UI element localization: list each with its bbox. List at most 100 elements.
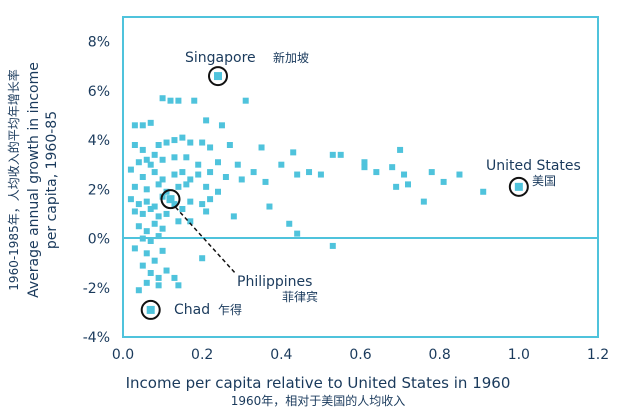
data-point (187, 198, 194, 205)
data-point (171, 154, 178, 161)
x-tick-label: 0.0 (112, 347, 134, 363)
data-point (151, 257, 158, 264)
data-point (175, 218, 182, 225)
data-point (159, 176, 166, 183)
data-point (147, 161, 154, 168)
data-point (440, 178, 447, 185)
highlighted-point (514, 182, 523, 191)
data-point (139, 235, 146, 242)
data-point (139, 210, 146, 217)
data-point (147, 119, 154, 126)
data-point (306, 169, 313, 176)
highlight-circle (160, 189, 181, 210)
x-axis-title-cn: 1960年，相对于美国的人均收入 (231, 393, 406, 408)
data-point (143, 250, 150, 257)
data-point (329, 242, 336, 249)
annotation-label-cn: 菲律宾 (282, 289, 318, 304)
data-point (207, 144, 214, 151)
data-point (131, 183, 138, 190)
data-point (163, 267, 170, 274)
data-point (361, 164, 368, 171)
data-point (199, 139, 206, 146)
data-point (266, 203, 273, 210)
highlighted-point (146, 305, 155, 314)
data-point (183, 181, 190, 188)
data-point (131, 245, 138, 252)
data-point (127, 166, 134, 173)
data-point (278, 161, 285, 168)
data-point (203, 183, 210, 190)
data-point (139, 146, 146, 153)
annotation-label-cn: 美国 (532, 174, 556, 188)
x-tick-label: 0.8 (429, 347, 451, 363)
y-tick-label: 8% (88, 35, 110, 51)
data-point (405, 181, 411, 188)
y-axis-title-line2: per capita, 1960-85 (44, 111, 60, 249)
data-point (131, 142, 138, 148)
annotation-label-cn: 新加坡 (273, 50, 309, 65)
data-point (171, 137, 178, 144)
annotation-label-cn: 乍得 (218, 302, 242, 317)
data-point (135, 287, 142, 294)
plot-frame (122, 16, 599, 338)
y-tick-label: 0% (88, 232, 110, 248)
annotation-label: United States (486, 158, 581, 174)
x-tick-label: 0.2 (191, 347, 213, 363)
data-point (428, 169, 435, 176)
data-point (179, 206, 186, 212)
data-point (329, 151, 336, 158)
data-point (163, 210, 170, 217)
data-point (191, 97, 198, 104)
data-point (147, 238, 154, 244)
data-point (135, 159, 142, 166)
data-point (175, 97, 182, 104)
data-point (135, 201, 142, 208)
data-point (155, 274, 162, 281)
data-point (222, 174, 229, 180)
data-point (361, 159, 368, 166)
y-tick-label: 4% (88, 133, 110, 149)
data-point (183, 154, 190, 161)
data-point (203, 117, 210, 124)
highlighted-point (214, 72, 222, 81)
data-point (420, 198, 427, 205)
y-axis-ticks: -4% -2% 0% 2% 4% 6% 8% (83, 35, 110, 346)
data-point (215, 188, 221, 195)
data-point (143, 198, 150, 205)
data-points (127, 95, 487, 294)
data-point (286, 220, 293, 227)
highlighted-point (166, 195, 175, 204)
data-point (171, 171, 178, 178)
data-point (238, 176, 245, 183)
data-point (230, 213, 237, 220)
annotation-label: Philippines (237, 274, 312, 290)
data-point (218, 122, 225, 129)
data-point (143, 228, 150, 235)
data-point (155, 181, 162, 188)
data-point (262, 178, 269, 185)
highlight-circle (208, 66, 228, 87)
data-point (143, 279, 150, 286)
data-point (187, 176, 194, 183)
y-tick-label: 2% (88, 182, 110, 198)
data-point (163, 139, 170, 146)
highlight-circle (140, 299, 161, 320)
data-point (199, 201, 206, 208)
y-axis-title-cn: 1960-1985年，人均收入的平均年增长率 (6, 69, 21, 290)
data-point (207, 196, 214, 203)
data-point (187, 139, 194, 146)
data-point (337, 151, 344, 158)
data-point (401, 171, 408, 178)
data-point (171, 201, 178, 208)
data-point (171, 274, 178, 281)
data-point (159, 156, 166, 163)
data-point (131, 122, 138, 129)
data-point (258, 144, 265, 151)
data-point (226, 142, 233, 148)
data-point (159, 95, 166, 102)
data-point (151, 151, 158, 158)
x-axis-title: Income per capita relative to United Sta… (126, 374, 511, 392)
y-tick-label: -2% (83, 281, 110, 297)
